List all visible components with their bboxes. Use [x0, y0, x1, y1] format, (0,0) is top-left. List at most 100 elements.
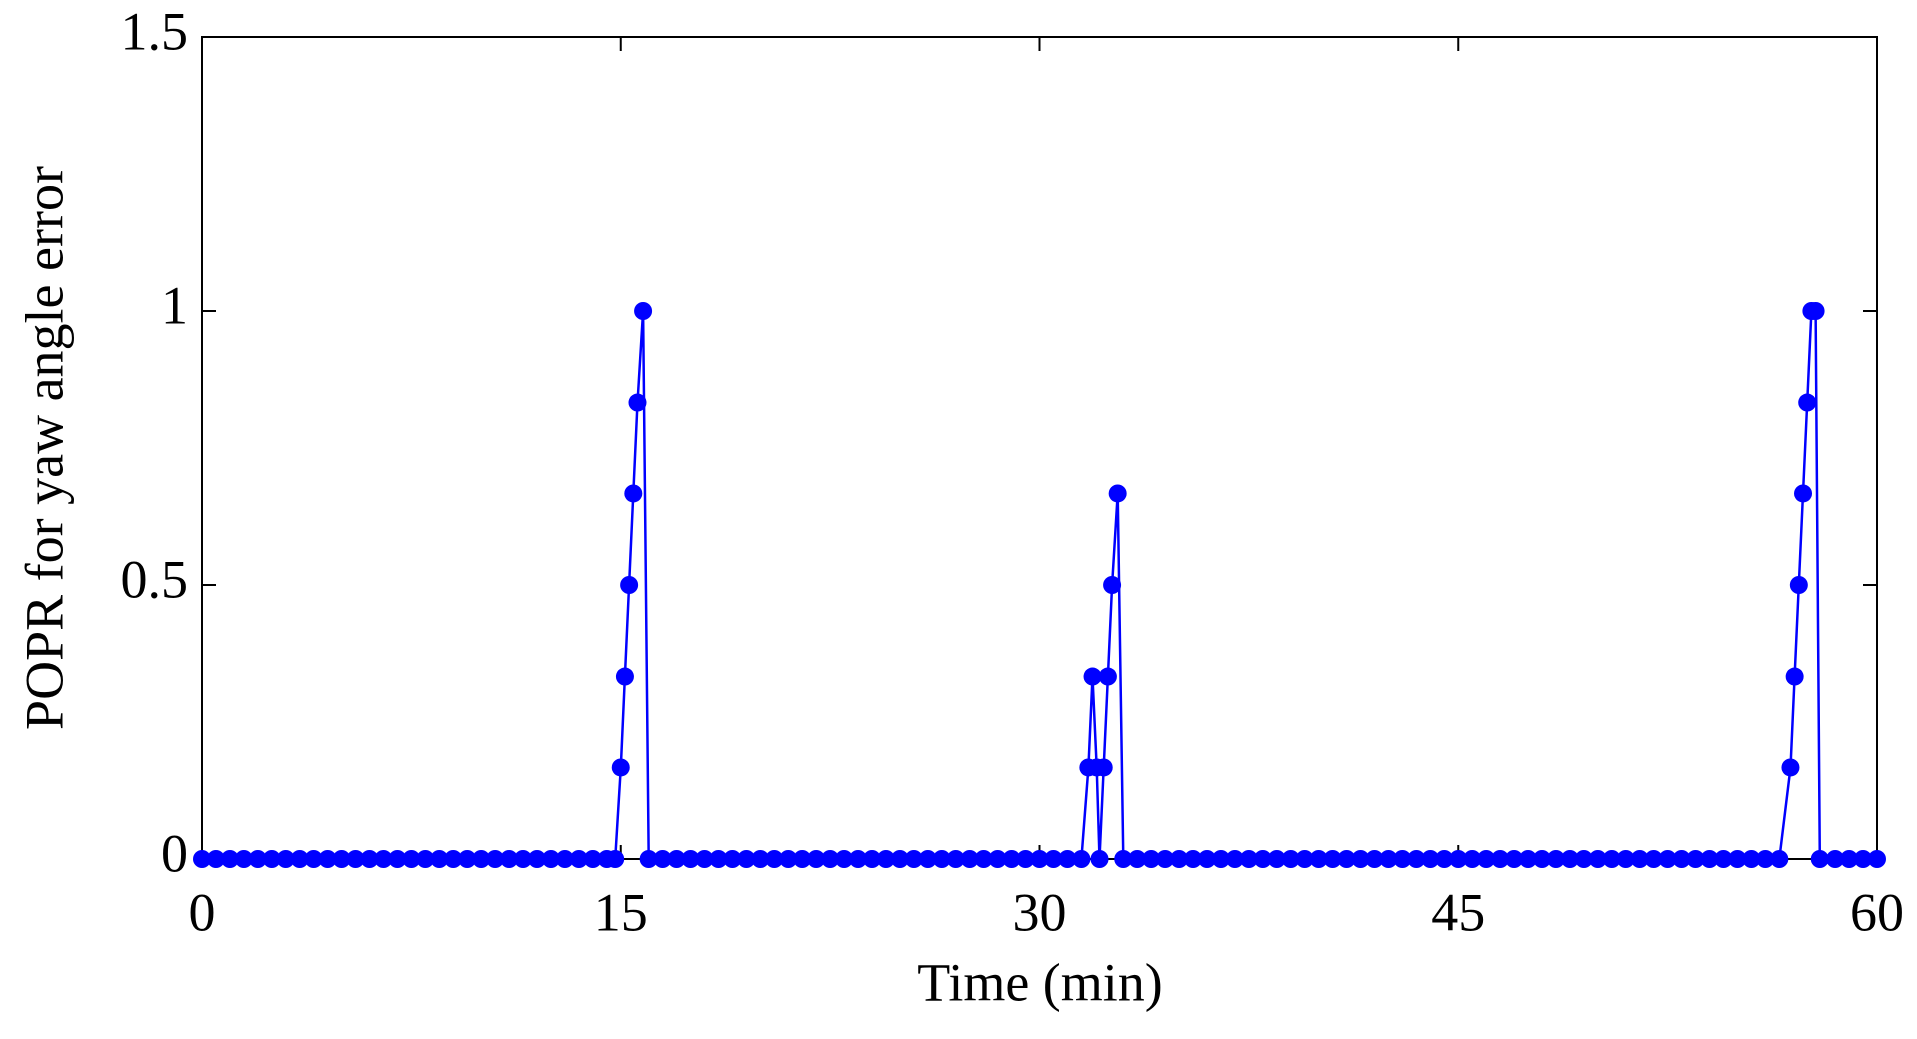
- data-point: [695, 850, 714, 868]
- data-point: [620, 576, 639, 594]
- data-point: [1630, 850, 1649, 868]
- data-point: [876, 850, 895, 868]
- data-point: [1030, 850, 1049, 868]
- data-point: [1700, 850, 1719, 868]
- data-point: [206, 850, 225, 868]
- data-point: [723, 850, 742, 868]
- data-point: [1072, 850, 1091, 868]
- y-tick-label: 1.5: [121, 1, 189, 61]
- data-point: [807, 850, 826, 868]
- data-point: [1379, 850, 1398, 868]
- x-tick-label: 15: [594, 882, 648, 942]
- data-point: [1672, 850, 1691, 868]
- data-point: [1058, 850, 1077, 868]
- data-point: [318, 850, 337, 868]
- data-point: [1094, 758, 1113, 777]
- data-point: [262, 850, 281, 868]
- data-point: [606, 850, 625, 868]
- data-point: [1588, 850, 1607, 868]
- data-point: [290, 850, 309, 868]
- data-point: [528, 850, 546, 868]
- data-point: [1351, 850, 1370, 868]
- data-point: [1781, 758, 1800, 777]
- data-point: [634, 302, 653, 320]
- data-point: [1281, 850, 1300, 868]
- x-tick-label: 0: [189, 882, 216, 942]
- data-point: [193, 850, 211, 868]
- data-point: [276, 850, 295, 868]
- data-point: [1806, 302, 1825, 320]
- data-point: [918, 850, 937, 868]
- data-point: [486, 850, 505, 868]
- plot-frame: [201, 36, 1878, 860]
- data-point: [220, 850, 239, 868]
- x-axis-label: Time (min): [917, 952, 1163, 1012]
- y-tick-label: 0.5: [121, 549, 189, 609]
- data-point: [1560, 850, 1579, 868]
- data-point: [1477, 850, 1496, 868]
- data-point: [583, 850, 602, 868]
- data-point: [1868, 850, 1886, 868]
- data-point: [1365, 850, 1384, 868]
- data-point: [624, 484, 643, 503]
- data-point: [611, 758, 630, 777]
- data-point: [569, 850, 588, 868]
- data-point: [1198, 850, 1216, 868]
- data-point: [1714, 850, 1733, 868]
- data-point: [1044, 850, 1063, 868]
- data-point: [374, 850, 393, 868]
- y-tick-label: 0: [161, 823, 188, 883]
- data-point: [402, 850, 421, 868]
- data-point: [1644, 850, 1663, 868]
- data-point: [667, 850, 686, 868]
- data-point: [1826, 850, 1845, 868]
- data-point: [1546, 850, 1565, 868]
- data-point: [751, 850, 770, 868]
- data-point: [863, 850, 881, 868]
- data-point: [1225, 850, 1244, 868]
- data-point: [360, 850, 379, 868]
- data-point: [904, 850, 923, 868]
- data-point: [974, 850, 993, 868]
- data-point: [932, 850, 951, 868]
- data-point: [1267, 850, 1286, 868]
- data-point: [514, 850, 533, 868]
- data-point: [1016, 850, 1035, 868]
- data-point: [388, 850, 407, 868]
- data-point: [1810, 850, 1829, 868]
- data-point: [1103, 576, 1122, 594]
- data-point: [555, 850, 574, 868]
- data-point: [849, 850, 868, 868]
- data-point: [639, 850, 658, 868]
- data-point: [1083, 667, 1102, 686]
- data-point: [1184, 850, 1203, 868]
- data-point: [1840, 850, 1859, 868]
- data-point: [1798, 393, 1817, 412]
- data-point: [835, 850, 854, 868]
- data-point: [1449, 850, 1468, 868]
- data-point: [234, 850, 253, 868]
- x-tick-label: 30: [1013, 882, 1067, 942]
- data-point: [430, 850, 449, 868]
- data-point: [1854, 850, 1873, 868]
- data-point: [1337, 850, 1356, 868]
- data-point: [1002, 850, 1021, 868]
- data-point: [1393, 850, 1412, 868]
- data-point: [1128, 850, 1147, 868]
- data-point: [1421, 850, 1440, 868]
- data-point: [779, 850, 798, 868]
- data-point: [988, 850, 1007, 868]
- data-point: [653, 850, 672, 868]
- data-point: [304, 850, 323, 868]
- data-point: [1114, 850, 1133, 868]
- data-point: [615, 667, 634, 686]
- y-axis-label: POPR for yaw angle error: [14, 166, 74, 730]
- data-line: [202, 309, 1877, 861]
- data-point: [541, 850, 560, 868]
- data-point: [890, 850, 909, 868]
- y-tick-label: 1: [161, 275, 188, 335]
- data-point: [1794, 484, 1813, 503]
- data-point: [1658, 850, 1677, 868]
- data-point: [1519, 850, 1538, 868]
